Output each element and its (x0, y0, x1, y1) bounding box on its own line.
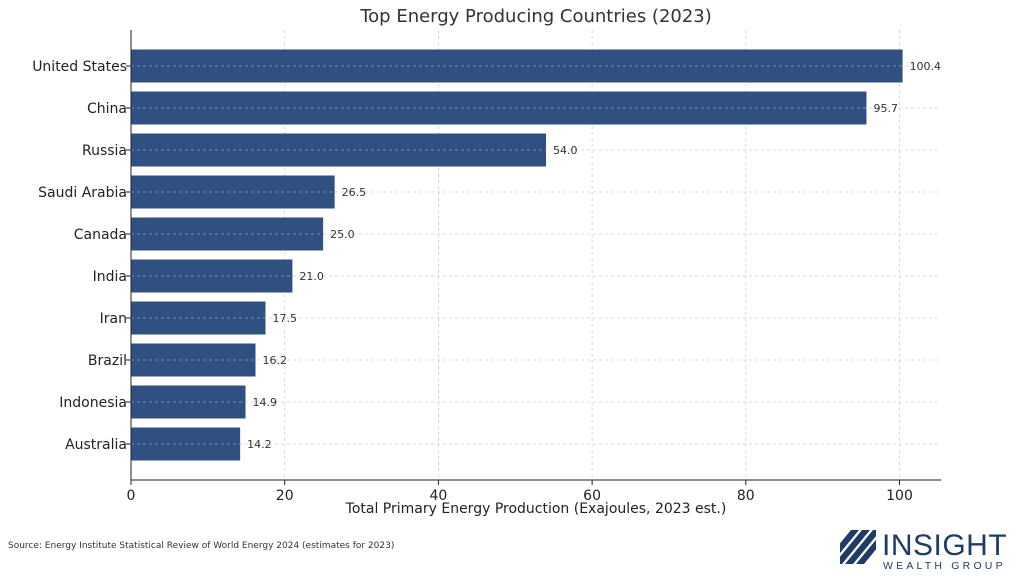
category-label: Australia (65, 437, 127, 453)
category-label: United States (32, 59, 127, 75)
company-logo: INSIGHT WEALTH GROUP (840, 528, 1016, 572)
bar-value-label: 21.0 (299, 270, 324, 283)
x-tick-label: 0 (127, 488, 136, 504)
chart-title: Top Energy Producing Countries (2023) (359, 6, 712, 27)
bars: 100.4 95.7 54.0 26.5 25.0 21.0 17.5 16.2 14.9 14.… (131, 49, 942, 461)
bar-value-label: 25.0 (330, 228, 355, 241)
category-label: China (87, 101, 127, 117)
x-tick-label: 60 (583, 488, 601, 504)
bar-value-label: 17.5 (272, 312, 297, 325)
logo-name: INSIGHT (882, 529, 1007, 562)
bar-value-label: 16.2 (262, 354, 287, 367)
bar-value-label: 14.2 (247, 438, 272, 451)
x-tick-label: 40 (429, 488, 447, 504)
category-label: Brazil (88, 353, 127, 369)
category-label: Canada (74, 227, 127, 243)
x-axis-label: Total Primary Energy Production (Exajoul… (345, 501, 727, 517)
logo-tagline: WEALTH GROUP (883, 560, 1006, 572)
insight-logo-icon: INSIGHT WEALTH GROUP (840, 529, 1007, 572)
bar-value-label: 54.0 (553, 144, 578, 157)
category-label: Iran (100, 311, 127, 327)
category-label: India (93, 269, 127, 285)
x-tick-label: 80 (737, 488, 755, 504)
category-label: Indonesia (59, 395, 127, 411)
x-tick-label: 20 (276, 488, 294, 504)
bar (131, 133, 546, 167)
x-tick-label: 100 (886, 488, 913, 504)
bar-value-label: 14.9 (253, 396, 278, 409)
bar-value-label: 95.7 (873, 102, 898, 115)
axes: 0 20 40 60 80 100 United States China Russia Saud… (32, 30, 941, 504)
category-label: Saudi Arabia (38, 185, 127, 201)
source-note: Source: Energy Institute Statistical Rev… (8, 541, 395, 551)
category-label: Russia (82, 143, 127, 159)
bar-value-label: 26.5 (342, 186, 367, 199)
bar-value-label: 100.4 (910, 60, 942, 73)
